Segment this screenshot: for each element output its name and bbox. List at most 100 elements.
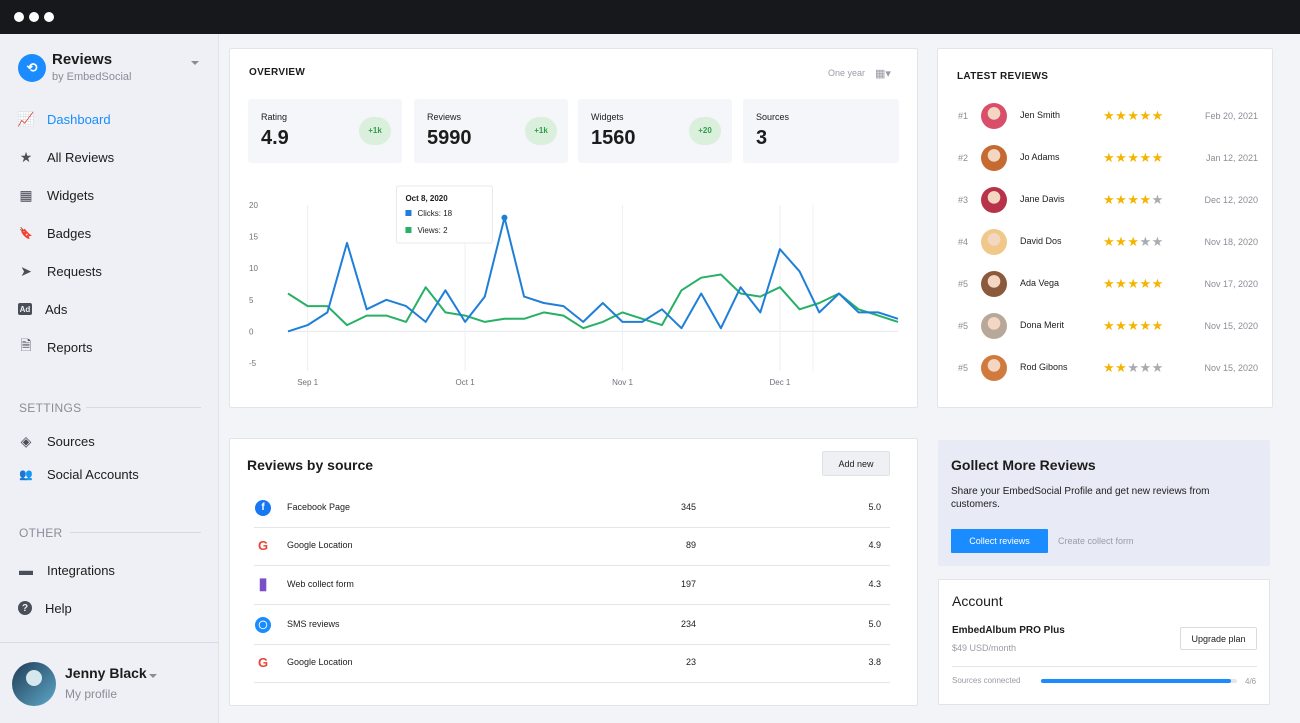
review-rank: #5 <box>958 363 969 373</box>
source-row[interactable]: G Google Location 23 3.8 <box>254 644 890 683</box>
star-icon: ★ <box>1139 318 1152 333</box>
overview-line-chart[interactable]: Sep 1 Oct 1 Nov 1 Dec 1 20 15 10 5 0 -5 Oct 8, 202… <box>230 49 919 409</box>
window-dot-icon[interactable] <box>29 12 39 22</box>
account-card: Account EmbedAlbum PRO Plus $49 USD/mont… <box>938 579 1270 705</box>
review-rank: #1 <box>958 111 969 121</box>
star-icon: ★ <box>1115 276 1128 291</box>
review-date: Nov 17, 2020 <box>1204 279 1258 289</box>
sidebar-item-widgets[interactable]: ▦ Widgets <box>18 184 94 206</box>
reviewer-name[interactable]: Jen Smith <box>1020 110 1061 120</box>
my-profile-link[interactable]: My profile <box>65 687 118 701</box>
reviewer-name[interactable]: Ada Vega <box>1020 278 1060 288</box>
reviewer-name[interactable]: Jane Davis <box>1020 194 1065 204</box>
star-icon: ★ <box>1139 150 1152 165</box>
tooltip-line: Clicks: 18 <box>417 209 452 218</box>
sources-connected-progress <box>1041 679 1237 683</box>
range-select[interactable]: One year <box>828 68 866 78</box>
reviewer-name[interactable]: Dona Merit <box>1020 320 1065 330</box>
profile-chevron-down-icon[interactable] <box>149 674 157 678</box>
sidebar-item-all-reviews[interactable]: ★ All Reviews <box>18 146 114 168</box>
star-icon: ★ <box>1139 108 1152 123</box>
source-score: 5.0 <box>868 619 881 629</box>
sidebar-item-ads[interactable]: Ad Ads <box>18 298 67 320</box>
review-row[interactable]: #2 Jo Adams ★★★★★ Jan 12, 2021 <box>958 145 1258 171</box>
sidebar-item-dashboard[interactable]: 📈 Dashboard <box>17 108 111 130</box>
review-row[interactable]: #4 David Dos ★★★★★ Nov 18, 2020 <box>958 229 1258 255</box>
star-icon: ★ <box>1127 150 1140 165</box>
stat-badge: +1k <box>359 117 391 145</box>
star-icon: ★ <box>1103 276 1116 291</box>
sidebar-item-label: Badges <box>47 225 92 241</box>
sidebar-item-label: Dashboard <box>47 111 111 127</box>
sidebar-item-social-accounts[interactable]: 👥 Social Accounts <box>18 463 139 485</box>
review-date: Jan 12, 2021 <box>1205 153 1258 163</box>
source-score: 4.3 <box>868 579 881 589</box>
star-rating: ★★★★★ <box>1103 318 1164 334</box>
reviewer-avatar <box>981 271 1007 297</box>
profile-name[interactable]: Jenny Black <box>65 665 147 681</box>
review-row[interactable]: #3 Jane Davis ★★★★★ Dec 12, 2020 <box>958 187 1258 213</box>
tooltip-swatch <box>405 210 412 216</box>
window-dot-icon[interactable] <box>14 12 24 22</box>
source-name: Facebook Page <box>287 502 351 512</box>
sidebar-item-sources[interactable]: ◈ Sources <box>18 430 95 452</box>
source-row[interactable]: ◯ SMS reviews 234 5.0 <box>254 606 890 645</box>
clicks-data-point[interactable] <box>501 214 508 221</box>
reviewer-name[interactable]: Jo Adams <box>1020 152 1060 162</box>
views-series-line[interactable] <box>287 273 899 330</box>
clicks-series-line[interactable] <box>287 216 899 333</box>
star-icon: ★ <box>1151 360 1164 375</box>
plan-name: EmbedAlbum PRO Plus <box>952 625 1065 636</box>
star-icon: ★ <box>1115 360 1128 375</box>
upgrade-plan-button[interactable]: Upgrade plan <box>1180 627 1257 650</box>
account-title: Account <box>952 593 1003 609</box>
source-row[interactable]: ▮ Web collect form 197 4.3 <box>254 566 890 605</box>
review-row[interactable]: #1 Jen Smith ★★★★★ Feb 20, 2021 <box>958 103 1258 129</box>
brand-dropdown-chevron-icon[interactable] <box>191 61 199 65</box>
y-tick-label: -5 <box>249 359 257 368</box>
latest-reviews-title: LATEST REVIEWS <box>957 71 1049 82</box>
profile-section[interactable]: Jenny Black My profile <box>0 642 219 723</box>
embedsocial-logo-icon[interactable]: ⟲ <box>18 54 46 82</box>
stat-badge: +1k <box>525 117 557 145</box>
sidebar-item-requests[interactable]: ➤ Requests <box>18 260 102 282</box>
review-row[interactable]: #5 Rod Gibons ★★★★★ Nov 15, 2020 <box>958 355 1258 381</box>
y-tick-label: 0 <box>249 327 254 336</box>
avatar[interactable] <box>12 662 56 706</box>
sidebar-item-reports[interactable]: 🗎 Reports <box>18 336 92 358</box>
reviewer-avatar <box>981 145 1007 171</box>
reviewer-name[interactable]: Rod Gibons <box>1020 362 1068 372</box>
star-icon: ★ <box>1139 360 1152 375</box>
review-rank: #5 <box>958 321 969 331</box>
sidebar-item-label: Ads <box>45 301 68 317</box>
add-new-button[interactable]: Add new <box>822 451 890 476</box>
collect-reviews-button[interactable]: Collect reviews <box>951 529 1048 553</box>
create-collect-form-link[interactable]: Create collect form <box>1058 536 1134 546</box>
users-icon: 👥 <box>19 468 33 481</box>
y-tick-label: 15 <box>249 233 258 242</box>
brand-subtitle: by EmbedSocial <box>52 71 132 83</box>
calendar-icon[interactable]: ▦▾ <box>875 68 891 80</box>
stat-sources: Sources 3 <box>743 99 899 163</box>
brand-name[interactable]: Reviews <box>52 51 113 68</box>
tooltip-date: Oct 8, 2020 <box>405 194 448 203</box>
bookmark-icon: 🔖 <box>19 227 33 240</box>
sidebar-item-integrations[interactable]: ▬ Integrations <box>18 559 115 581</box>
star-icon: ★ <box>1103 318 1116 333</box>
stat-value: 4.9 <box>261 127 289 149</box>
star-icon: ★ <box>1127 276 1140 291</box>
source-row[interactable]: f Facebook Page 345 5.0 <box>254 489 890 528</box>
review-row[interactable]: #5 Ada Vega ★★★★★ Nov 17, 2020 <box>958 271 1258 297</box>
sidebar-item-help[interactable]: ? Help <box>18 597 72 619</box>
stat-label: Widgets <box>591 112 624 122</box>
reviewer-avatar <box>981 103 1007 129</box>
google-icon: G <box>255 538 271 554</box>
sidebar-item-badges[interactable]: 🔖 Badges <box>18 222 91 244</box>
reviewer-name[interactable]: David Dos <box>1020 236 1062 246</box>
window-dot-icon[interactable] <box>44 12 54 22</box>
star-icon: ★ <box>1127 360 1140 375</box>
review-row[interactable]: #5 Dona Merit ★★★★★ Nov 15, 2020 <box>958 313 1258 339</box>
source-name: Google Location <box>287 657 353 667</box>
source-row[interactable]: G Google Location 89 4.9 <box>254 527 890 566</box>
source-score: 3.8 <box>868 657 881 667</box>
